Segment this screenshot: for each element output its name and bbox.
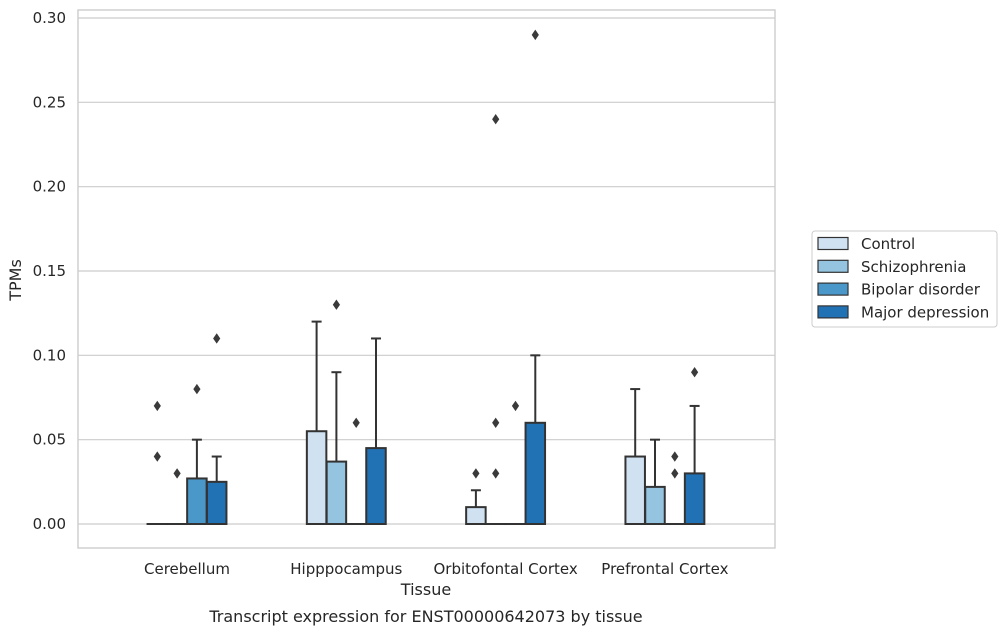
outlier-point	[193, 383, 201, 395]
outlier-point	[153, 451, 161, 462]
y-tick-label: 0.25	[33, 93, 66, 111]
box-body	[524, 421, 547, 525]
outliers	[153, 29, 699, 479]
y-tick-label: 0.10	[33, 346, 66, 364]
legend-swatch	[817, 259, 849, 273]
box-body	[205, 480, 228, 526]
box	[325, 371, 348, 525]
y-tick-labels: 0.00 0.05 0.10 0.15 0.20 0.25 0.30	[33, 9, 66, 533]
box-body	[644, 485, 666, 526]
x-tick-label: Hipppocampus	[290, 560, 402, 578]
plot-frame	[77, 9, 776, 549]
legend-label: Schizophrenia	[861, 258, 966, 276]
x-axis-label: Tissue	[400, 580, 451, 599]
y-tick-label: 0.15	[33, 262, 66, 280]
box	[683, 404, 706, 525]
outlier-point	[352, 417, 360, 428]
outlier-point	[511, 400, 520, 412]
outlier-point	[492, 468, 500, 479]
box-body	[186, 477, 208, 525]
box-body	[624, 455, 646, 525]
box	[624, 388, 646, 525]
y-tick-label: 0.30	[33, 9, 66, 27]
outlier-point	[671, 468, 679, 479]
box-body	[683, 472, 706, 525]
outlier-point	[691, 367, 699, 378]
outlier-point	[492, 114, 500, 125]
box	[186, 438, 208, 525]
legend-frame	[811, 230, 998, 328]
legend-label: Major depression	[861, 303, 989, 321]
box	[465, 489, 487, 525]
chart-caption: Transcript expression for ENST0000064207…	[208, 607, 642, 626]
outlier-point	[332, 299, 340, 310]
box	[205, 455, 228, 526]
x-tick-labels: Cerebellum Hipppocampus Orbitofontal Corte…	[144, 560, 729, 578]
y-axis-label: TPMs	[6, 259, 25, 302]
legend-swatch	[817, 282, 849, 296]
x-tick-label: Cerebellum	[144, 560, 230, 578]
box-body	[465, 506, 487, 525]
box-body	[305, 430, 328, 526]
legend-label: Control	[861, 235, 915, 253]
box	[524, 354, 547, 525]
legend: Control Schizophrenia Bipolar disorder Majo…	[811, 230, 998, 328]
legend-label: Bipolar disorder	[861, 281, 981, 299]
y-tick-label: 0.00	[33, 515, 66, 533]
outlier-point	[153, 400, 161, 412]
box	[644, 438, 666, 526]
outlier-point	[492, 417, 500, 428]
box	[365, 337, 387, 526]
box-body	[365, 447, 387, 526]
x-tick-label: Prefrontal Cortex	[601, 560, 728, 578]
outlier-point	[173, 468, 181, 479]
outlier-point	[531, 29, 539, 41]
outlier-point	[472, 468, 480, 479]
legend-swatch	[817, 236, 849, 251]
outlier-point	[671, 451, 679, 462]
box	[305, 320, 328, 526]
box-body	[325, 460, 348, 525]
y-tick-label: 0.05	[33, 431, 66, 449]
grid-lines	[78, 17, 775, 525]
y-tick-label: 0.20	[33, 178, 66, 196]
legend-swatch	[817, 305, 849, 319]
outlier-point	[213, 333, 221, 344]
boxes	[146, 320, 706, 526]
x-tick-label: Orbitofontal Cortex	[433, 560, 577, 578]
